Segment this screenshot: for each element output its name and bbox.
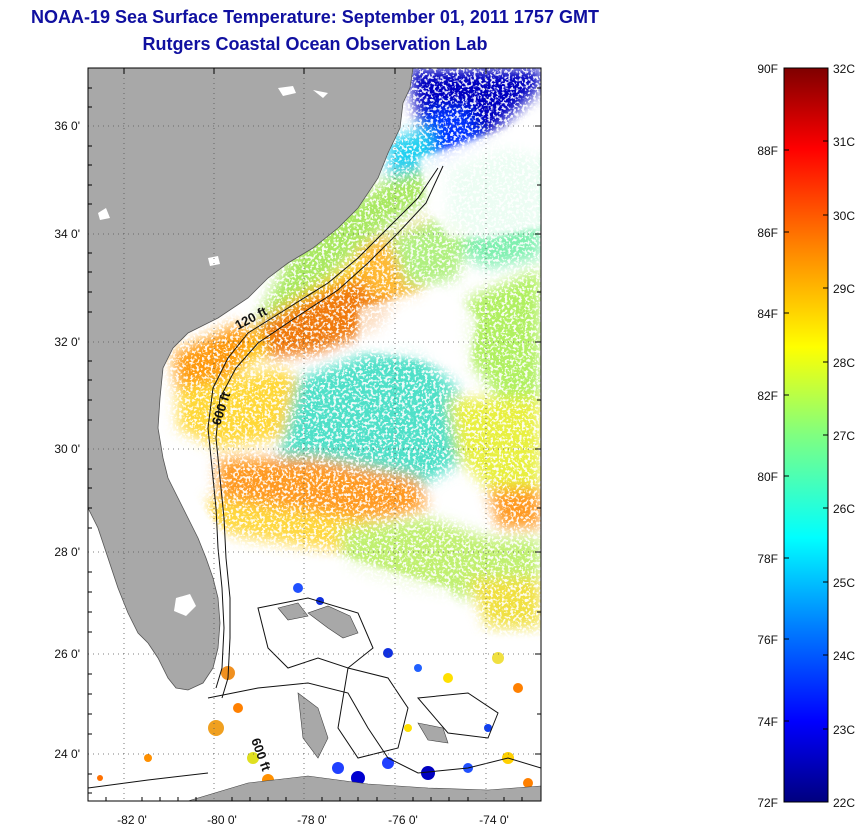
f-label-86: 86F [757,226,778,240]
lat-label-24: 24 0' [54,747,80,761]
lon-label-74: -74 0' [479,813,509,827]
colorbar-fahrenheit-labels: 90F 88F 86F 84F 82F 80F 78F 76F 74F 72F [757,62,778,810]
map-frame [87,67,542,802]
lat-label-32: 32 0' [54,335,80,349]
lat-label-34: 34 0' [54,227,80,241]
map-edge-ticks [88,68,541,801]
longitude-labels: -82 0' -80 0' -78 0' -76 0' -74 0' [117,813,509,827]
c-label-31: 31C [833,135,855,149]
lake-okeechobee [174,594,196,616]
f-label-74: 74F [757,715,778,729]
lat-label-30: 30 0' [54,442,80,456]
c-label-28: 28C [833,356,855,370]
bahamas-island [307,605,359,639]
colorbar-celsius-labels: 32C 31C 30C 29C 28C 27C 26C 25C 24C 23C … [833,62,855,810]
f-label-78: 78F [757,552,778,566]
cuba-coast [187,775,541,801]
f-label-80: 80F [757,470,778,484]
lat-label-26: 26 0' [54,647,80,661]
lon-label-76: -76 0' [388,813,418,827]
temperature-colorbar: 90F 88F 86F 84F 82F 80F 78F 76F 74F 72F … [740,60,865,820]
f-label-76: 76F [757,633,778,647]
f-label-84: 84F [757,307,778,321]
colorbar-gradient [783,67,829,803]
lon-label-82: -82 0' [117,813,147,827]
f-label-88: 88F [757,144,778,158]
f-label-72: 72F [757,796,778,810]
c-label-32: 32C [833,62,855,76]
lon-label-78: -78 0' [297,813,327,827]
c-label-30: 30C [833,209,855,223]
c-label-23: 23C [833,723,855,737]
lon-label-80: -80 0' [207,813,237,827]
c-label-22: 22C [833,796,855,810]
bathymetry-contours [88,165,541,789]
latitude-labels: 36 0' 34 0' 32 0' 30 0' 28 0' 26 0' 24 0… [54,119,80,761]
land-mainland [88,68,414,691]
f-label-82: 82F [757,389,778,403]
map-title: NOAA-19 Sea Surface Temperature: Septemb… [31,7,599,27]
c-label-27: 27C [833,429,855,443]
lat-label-28: 28 0' [54,545,80,559]
c-label-26: 26C [833,502,855,516]
sea-surface-temperature-map: 120 ft 600 ft 600 ft 36 0' 34 0' 32 0' 3… [54,67,542,827]
c-label-29: 29C [833,282,855,296]
f-label-90: 90F [757,62,778,76]
lat-label-36: 36 0' [54,119,80,133]
c-label-24: 24C [833,649,855,663]
c-label-25: 25C [833,576,855,590]
map-subtitle: Rutgers Coastal Ocean Observation Lab [142,34,488,54]
